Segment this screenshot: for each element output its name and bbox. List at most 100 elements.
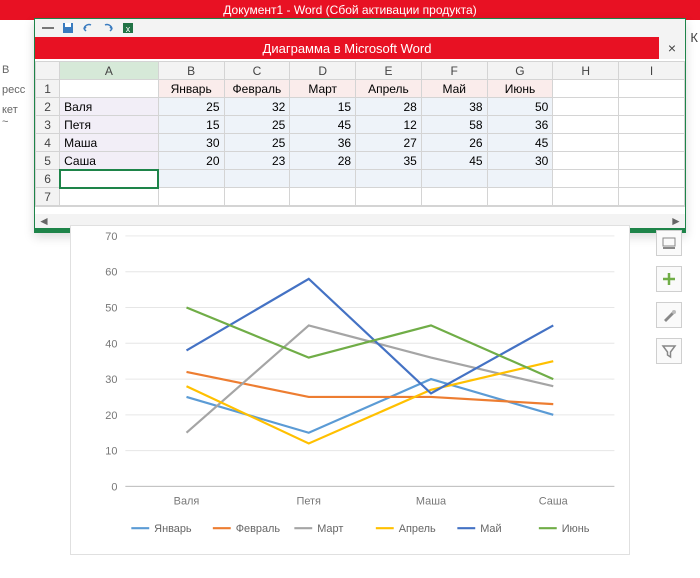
cell-G1[interactable]: Июнь <box>487 80 553 98</box>
cell-G7[interactable] <box>487 188 553 206</box>
cell-F3[interactable]: 58 <box>421 116 487 134</box>
cell-D3[interactable]: 45 <box>290 116 356 134</box>
cell-H4[interactable] <box>553 134 619 152</box>
cell-B7[interactable] <box>158 188 224 206</box>
cell-B4[interactable]: 30 <box>158 134 224 152</box>
cell-C7[interactable] <box>224 188 290 206</box>
cell-A5[interactable]: Саша <box>60 152 159 170</box>
cell-E1[interactable]: Апрель <box>356 80 422 98</box>
cell-F7[interactable] <box>421 188 487 206</box>
scroll-right-icon[interactable]: ► <box>669 215 683 227</box>
col-header-C[interactable]: C <box>224 62 290 80</box>
cell-I7[interactable] <box>619 188 685 206</box>
cell-B5[interactable]: 20 <box>158 152 224 170</box>
cell-H3[interactable] <box>553 116 619 134</box>
row-header-6[interactable]: 6 <box>36 170 60 188</box>
cell-G4[interactable]: 45 <box>487 134 553 152</box>
cell-C5[interactable]: 23 <box>224 152 290 170</box>
svg-text:Валя: Валя <box>174 495 200 507</box>
cell-F2[interactable]: 38 <box>421 98 487 116</box>
cell-D1[interactable]: Март <box>290 80 356 98</box>
cell-H7[interactable] <box>553 188 619 206</box>
cell-A4[interactable]: Маша <box>60 134 159 152</box>
cell-I4[interactable] <box>619 134 685 152</box>
svg-text:50: 50 <box>105 302 117 314</box>
cell-H5[interactable] <box>553 152 619 170</box>
cell-F6[interactable] <box>421 170 487 188</box>
row-header-5[interactable]: 5 <box>36 152 60 170</box>
chart-filter-button[interactable] <box>656 338 682 364</box>
cell-F5[interactable]: 45 <box>421 152 487 170</box>
close-icon[interactable]: × <box>659 37 685 59</box>
cell-H2[interactable] <box>553 98 619 116</box>
chart-add-element-button[interactable] <box>656 266 682 292</box>
cell-I6[interactable] <box>619 170 685 188</box>
cell-D6[interactable] <box>290 170 356 188</box>
cell-D7[interactable] <box>290 188 356 206</box>
cell-I5[interactable] <box>619 152 685 170</box>
cell-E3[interactable]: 12 <box>356 116 422 134</box>
col-header-E[interactable]: E <box>356 62 422 80</box>
undo-icon[interactable] <box>81 21 95 35</box>
select-all-corner[interactable] <box>36 62 60 80</box>
cell-G3[interactable]: 36 <box>487 116 553 134</box>
cell-G6[interactable] <box>487 170 553 188</box>
col-header-F[interactable]: F <box>421 62 487 80</box>
cell-D2[interactable]: 15 <box>290 98 356 116</box>
chart-layout-button[interactable] <box>656 230 682 256</box>
col-header-H[interactable]: H <box>553 62 619 80</box>
cell-B6[interactable] <box>158 170 224 188</box>
cell-F4[interactable]: 26 <box>421 134 487 152</box>
col-header-I[interactable]: I <box>619 62 685 80</box>
cell-A1[interactable] <box>60 80 159 98</box>
cell-F1[interactable]: Май <box>421 80 487 98</box>
scroll-left-icon[interactable]: ◄ <box>37 215 51 227</box>
col-header-D[interactable]: D <box>290 62 356 80</box>
cell-A6[interactable] <box>60 170 159 188</box>
excel-icon[interactable]: x <box>121 21 135 35</box>
svg-text:Петя: Петя <box>297 495 322 507</box>
word-titlebar: Документ1 - Word (Сбой активации продукт… <box>0 0 700 20</box>
cell-C6[interactable] <box>224 170 290 188</box>
cell-A7[interactable] <box>60 188 159 206</box>
cell-I1[interactable] <box>619 80 685 98</box>
spreadsheet-grid[interactable]: ABCDEFGHI 1 ЯнварьФевральМартАпрельМайИюнь… <box>35 59 685 206</box>
row-header-2[interactable]: 2 <box>36 98 60 116</box>
cell-B1[interactable]: Январь <box>158 80 224 98</box>
cell-C4[interactable]: 25 <box>224 134 290 152</box>
cell-B3[interactable]: 15 <box>158 116 224 134</box>
cell-I3[interactable] <box>619 116 685 134</box>
cell-D4[interactable]: 36 <box>290 134 356 152</box>
row-header-1[interactable]: 1 <box>36 80 60 98</box>
svg-text:Январь: Январь <box>154 523 192 535</box>
window-menu-icon[interactable] <box>41 21 55 35</box>
row-header-7[interactable]: 7 <box>36 188 60 206</box>
cell-E5[interactable]: 35 <box>356 152 422 170</box>
col-header-G[interactable]: G <box>487 62 553 80</box>
save-icon[interactable] <box>61 21 75 35</box>
cell-A2[interactable]: Валя <box>60 98 159 116</box>
datasheet-title-text: Диаграмма в Microsoft Word <box>35 41 659 56</box>
cell-C1[interactable]: Февраль <box>224 80 290 98</box>
cell-A3[interactable]: Петя <box>60 116 159 134</box>
line-chart[interactable]: 010203040506070ВаляПетяМашаСашаЯнварьФев… <box>70 225 630 555</box>
cell-D5[interactable]: 28 <box>290 152 356 170</box>
redo-icon[interactable] <box>101 21 115 35</box>
col-header-A[interactable]: A <box>60 62 159 80</box>
cell-I2[interactable] <box>619 98 685 116</box>
chart-styles-button[interactable] <box>656 302 682 328</box>
cell-G2[interactable]: 50 <box>487 98 553 116</box>
cell-E4[interactable]: 27 <box>356 134 422 152</box>
cell-E7[interactable] <box>356 188 422 206</box>
cell-H6[interactable] <box>553 170 619 188</box>
cell-C3[interactable]: 25 <box>224 116 290 134</box>
row-header-3[interactable]: 3 <box>36 116 60 134</box>
cell-G5[interactable]: 30 <box>487 152 553 170</box>
cell-H1[interactable] <box>553 80 619 98</box>
col-header-B[interactable]: B <box>158 62 224 80</box>
cell-B2[interactable]: 25 <box>158 98 224 116</box>
cell-E6[interactable] <box>356 170 422 188</box>
cell-E2[interactable]: 28 <box>356 98 422 116</box>
cell-C2[interactable]: 32 <box>224 98 290 116</box>
row-header-4[interactable]: 4 <box>36 134 60 152</box>
